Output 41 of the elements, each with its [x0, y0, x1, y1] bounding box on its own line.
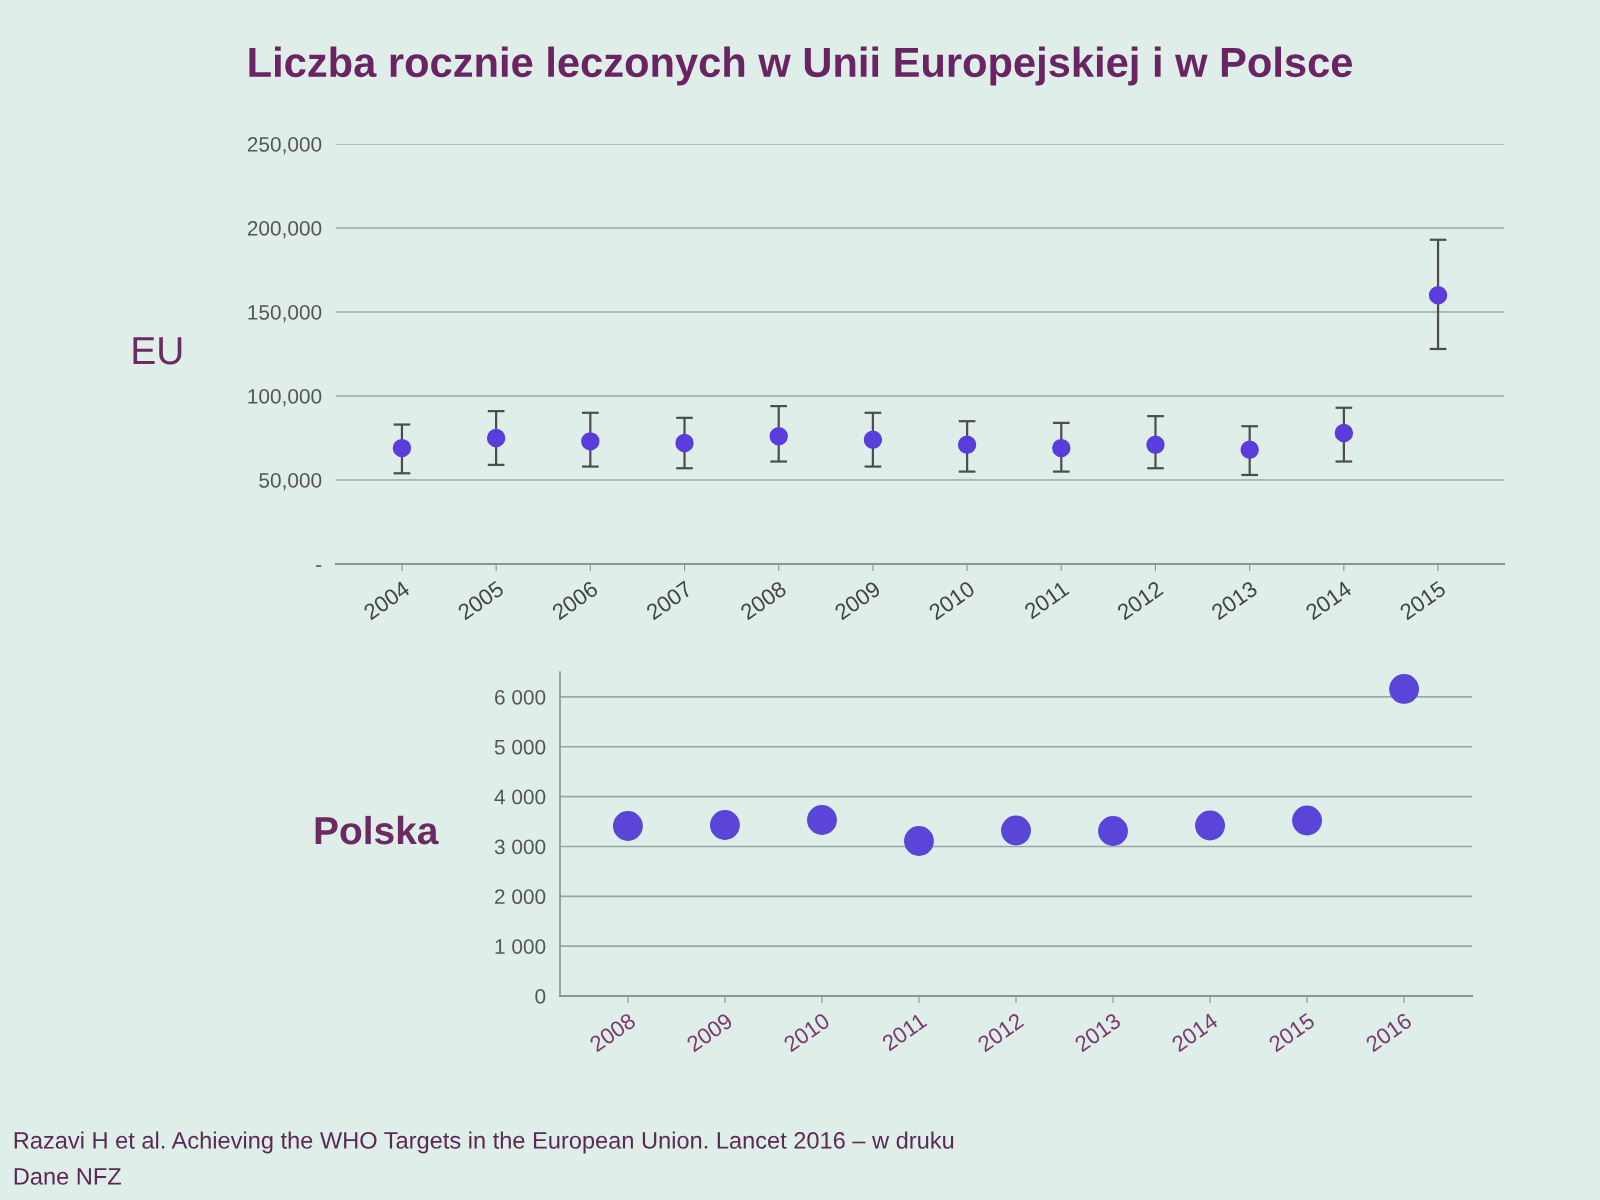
chart-title: Liczba rocznie leczonych w Unii Europejskiej i w Polsce — [249, 46, 1353, 86]
text: Razavi H et al. Achieving the WHO Targets in the European Union. Lancet 2016 – w druku — [14, 1131, 954, 1154]
point — [675, 433, 694, 453]
point — [1389, 674, 1420, 704]
point — [1052, 438, 1071, 458]
point — [710, 810, 740, 840]
point — [1334, 423, 1354, 443]
point — [1098, 816, 1128, 846]
point — [486, 428, 506, 448]
x-tick-label: 2011 — [881, 1012, 928, 1052]
y-tick-label: 2 000 — [495, 889, 546, 905]
point — [1195, 810, 1225, 841]
y-tick-label: 0 — [535, 989, 546, 1004]
point — [1146, 435, 1165, 454]
y-tick-label: 1 000 — [495, 939, 546, 954]
point — [1001, 815, 1031, 846]
point — [1428, 285, 1448, 305]
y-tick-label: 50,000 — [259, 473, 322, 491]
point — [1292, 805, 1322, 836]
point — [392, 438, 412, 458]
y-tick-label: - — [316, 565, 322, 567]
y-tick-label: 100,000 — [248, 389, 322, 407]
point — [769, 427, 788, 446]
y-tick-label: 150,000 — [248, 305, 322, 323]
y-axis-title: Polska — [315, 815, 439, 845]
text: Dane NFZ — [14, 1168, 121, 1185]
y-tick-label: 250,000 — [247, 137, 322, 155]
y-tick-label: 3 000 — [494, 839, 546, 855]
point — [904, 826, 934, 856]
point — [612, 811, 643, 841]
x-tick-label: 2011 — [1023, 580, 1070, 620]
point — [957, 435, 977, 454]
y-tick-label: 5 000 — [494, 739, 546, 755]
point — [1240, 440, 1259, 459]
y-tick-label: 6 000 — [495, 689, 546, 705]
y-tick-label: 4 000 — [494, 789, 546, 805]
point — [863, 430, 883, 449]
y-tick-label: 200,000 — [247, 221, 322, 239]
point — [581, 432, 600, 451]
point — [807, 805, 837, 835]
y-axis-title: EU — [133, 337, 182, 365]
